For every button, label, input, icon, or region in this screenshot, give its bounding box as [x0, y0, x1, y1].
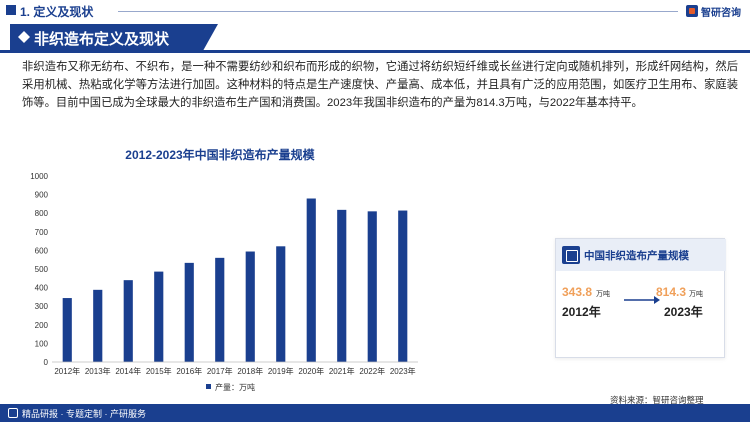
- y-tick-label: 800: [35, 209, 49, 218]
- banner-strip: [0, 50, 750, 53]
- end-year: 2023年: [664, 305, 703, 319]
- bar: [62, 298, 72, 362]
- x-tick-label: 2013年: [85, 366, 111, 376]
- logo-text: 智研咨询: [701, 7, 741, 19]
- footer-bar: 精品研报 · 专题定制 · 产研服务: [0, 404, 750, 422]
- y-tick-label: 500: [35, 265, 49, 274]
- y-tick-label: 100: [35, 339, 49, 348]
- y-tick-label: 200: [35, 321, 49, 330]
- x-tick-label: 2019年: [268, 366, 294, 376]
- page-title: 非织造布定义及现状: [34, 31, 170, 48]
- summary-card: 中国非织造布产量规模 343.8 万吨 2012年 814.3 万吨 2023年: [555, 238, 726, 358]
- chart-title: 2012-2023年中国非织造布产量规模: [125, 147, 315, 162]
- bar: [398, 210, 408, 362]
- brand-logo: 智研咨询: [686, 3, 741, 19]
- bar: [123, 280, 133, 362]
- start-year: 2012年: [562, 305, 601, 319]
- card-title: 中国非织造布产量规模: [584, 250, 689, 262]
- x-tick-label: 2022年: [359, 366, 385, 376]
- x-tick-label: 2018年: [237, 366, 263, 376]
- x-tick-label: 2014年: [115, 366, 141, 376]
- box-icon: [8, 408, 18, 418]
- start-value: 343.8: [562, 285, 593, 299]
- logo-icon: [686, 5, 698, 17]
- x-tick-label: 2017年: [207, 366, 233, 376]
- y-tick-label: 1000: [30, 172, 48, 181]
- source-note: 资料来源：智研咨询整理: [610, 395, 704, 405]
- end-unit: 万吨: [689, 291, 703, 298]
- y-tick-label: 600: [35, 246, 49, 255]
- y-tick-label: 400: [35, 284, 49, 293]
- document-icon: [562, 246, 580, 264]
- bar: [93, 289, 103, 362]
- start-unit: 万吨: [596, 291, 610, 298]
- x-tick-label: 2021年: [329, 366, 355, 376]
- bar: [154, 271, 164, 362]
- top-bar: 1. 定义及现状 智研咨询: [0, 0, 750, 22]
- y-axis: 0 100 200 300 400 500 600 700 800 900 1000: [30, 172, 48, 367]
- diamond-icon: [18, 31, 30, 43]
- section-title: 1. 定义及现状: [20, 5, 94, 19]
- y-tick-label: 900: [35, 191, 49, 200]
- x-tick-label: 2015年: [146, 366, 172, 376]
- y-tick-label: 700: [35, 228, 49, 237]
- legend-swatch: [206, 384, 211, 389]
- x-tick-label: 2020年: [298, 366, 324, 376]
- x-tick-label: 2023年: [390, 366, 416, 376]
- card-header: 中国非织造布产量规模: [556, 239, 726, 271]
- production-chart: 2012-2023年中国非织造布产量规模 0 100 200 300 400 500 600…: [20, 142, 430, 404]
- chart-svg: 2012-2023年中国非织造布产量规模 0 100 200 300 400 500 600…: [30, 147, 418, 392]
- bar: [245, 251, 255, 362]
- x-axis: 2012年 2013年 2014年 2015年 2016年 2017年 2018年 2019年…: [54, 366, 415, 376]
- header-rule: [118, 11, 678, 12]
- title-banner: 非织造布定义及现状: [10, 24, 218, 50]
- bar: [337, 209, 347, 362]
- bar: [184, 262, 194, 362]
- arrow-right-icon: [624, 296, 660, 304]
- bar: [215, 257, 225, 362]
- y-tick-label: 0: [44, 358, 49, 367]
- bar: [306, 198, 316, 362]
- bar-series: [62, 198, 408, 362]
- square-icon: [6, 5, 16, 15]
- chart-legend: 产量：万吨: [206, 382, 255, 392]
- x-tick-label: 2012年: [54, 366, 80, 376]
- footer-text: 精品研报 · 专题定制 · 产研服务: [22, 409, 146, 419]
- intro-paragraph: 非织造布又称无纺布、不织布，是一种不需要纺纱和织布而形成的织物，它通过将纺织短纤…: [22, 61, 738, 110]
- y-tick-label: 300: [35, 302, 49, 311]
- bar: [367, 211, 377, 362]
- bar: [276, 246, 286, 362]
- end-value: 814.3: [656, 285, 687, 299]
- x-tick-label: 2016年: [176, 366, 202, 376]
- legend-label: 产量：万吨: [215, 382, 255, 392]
